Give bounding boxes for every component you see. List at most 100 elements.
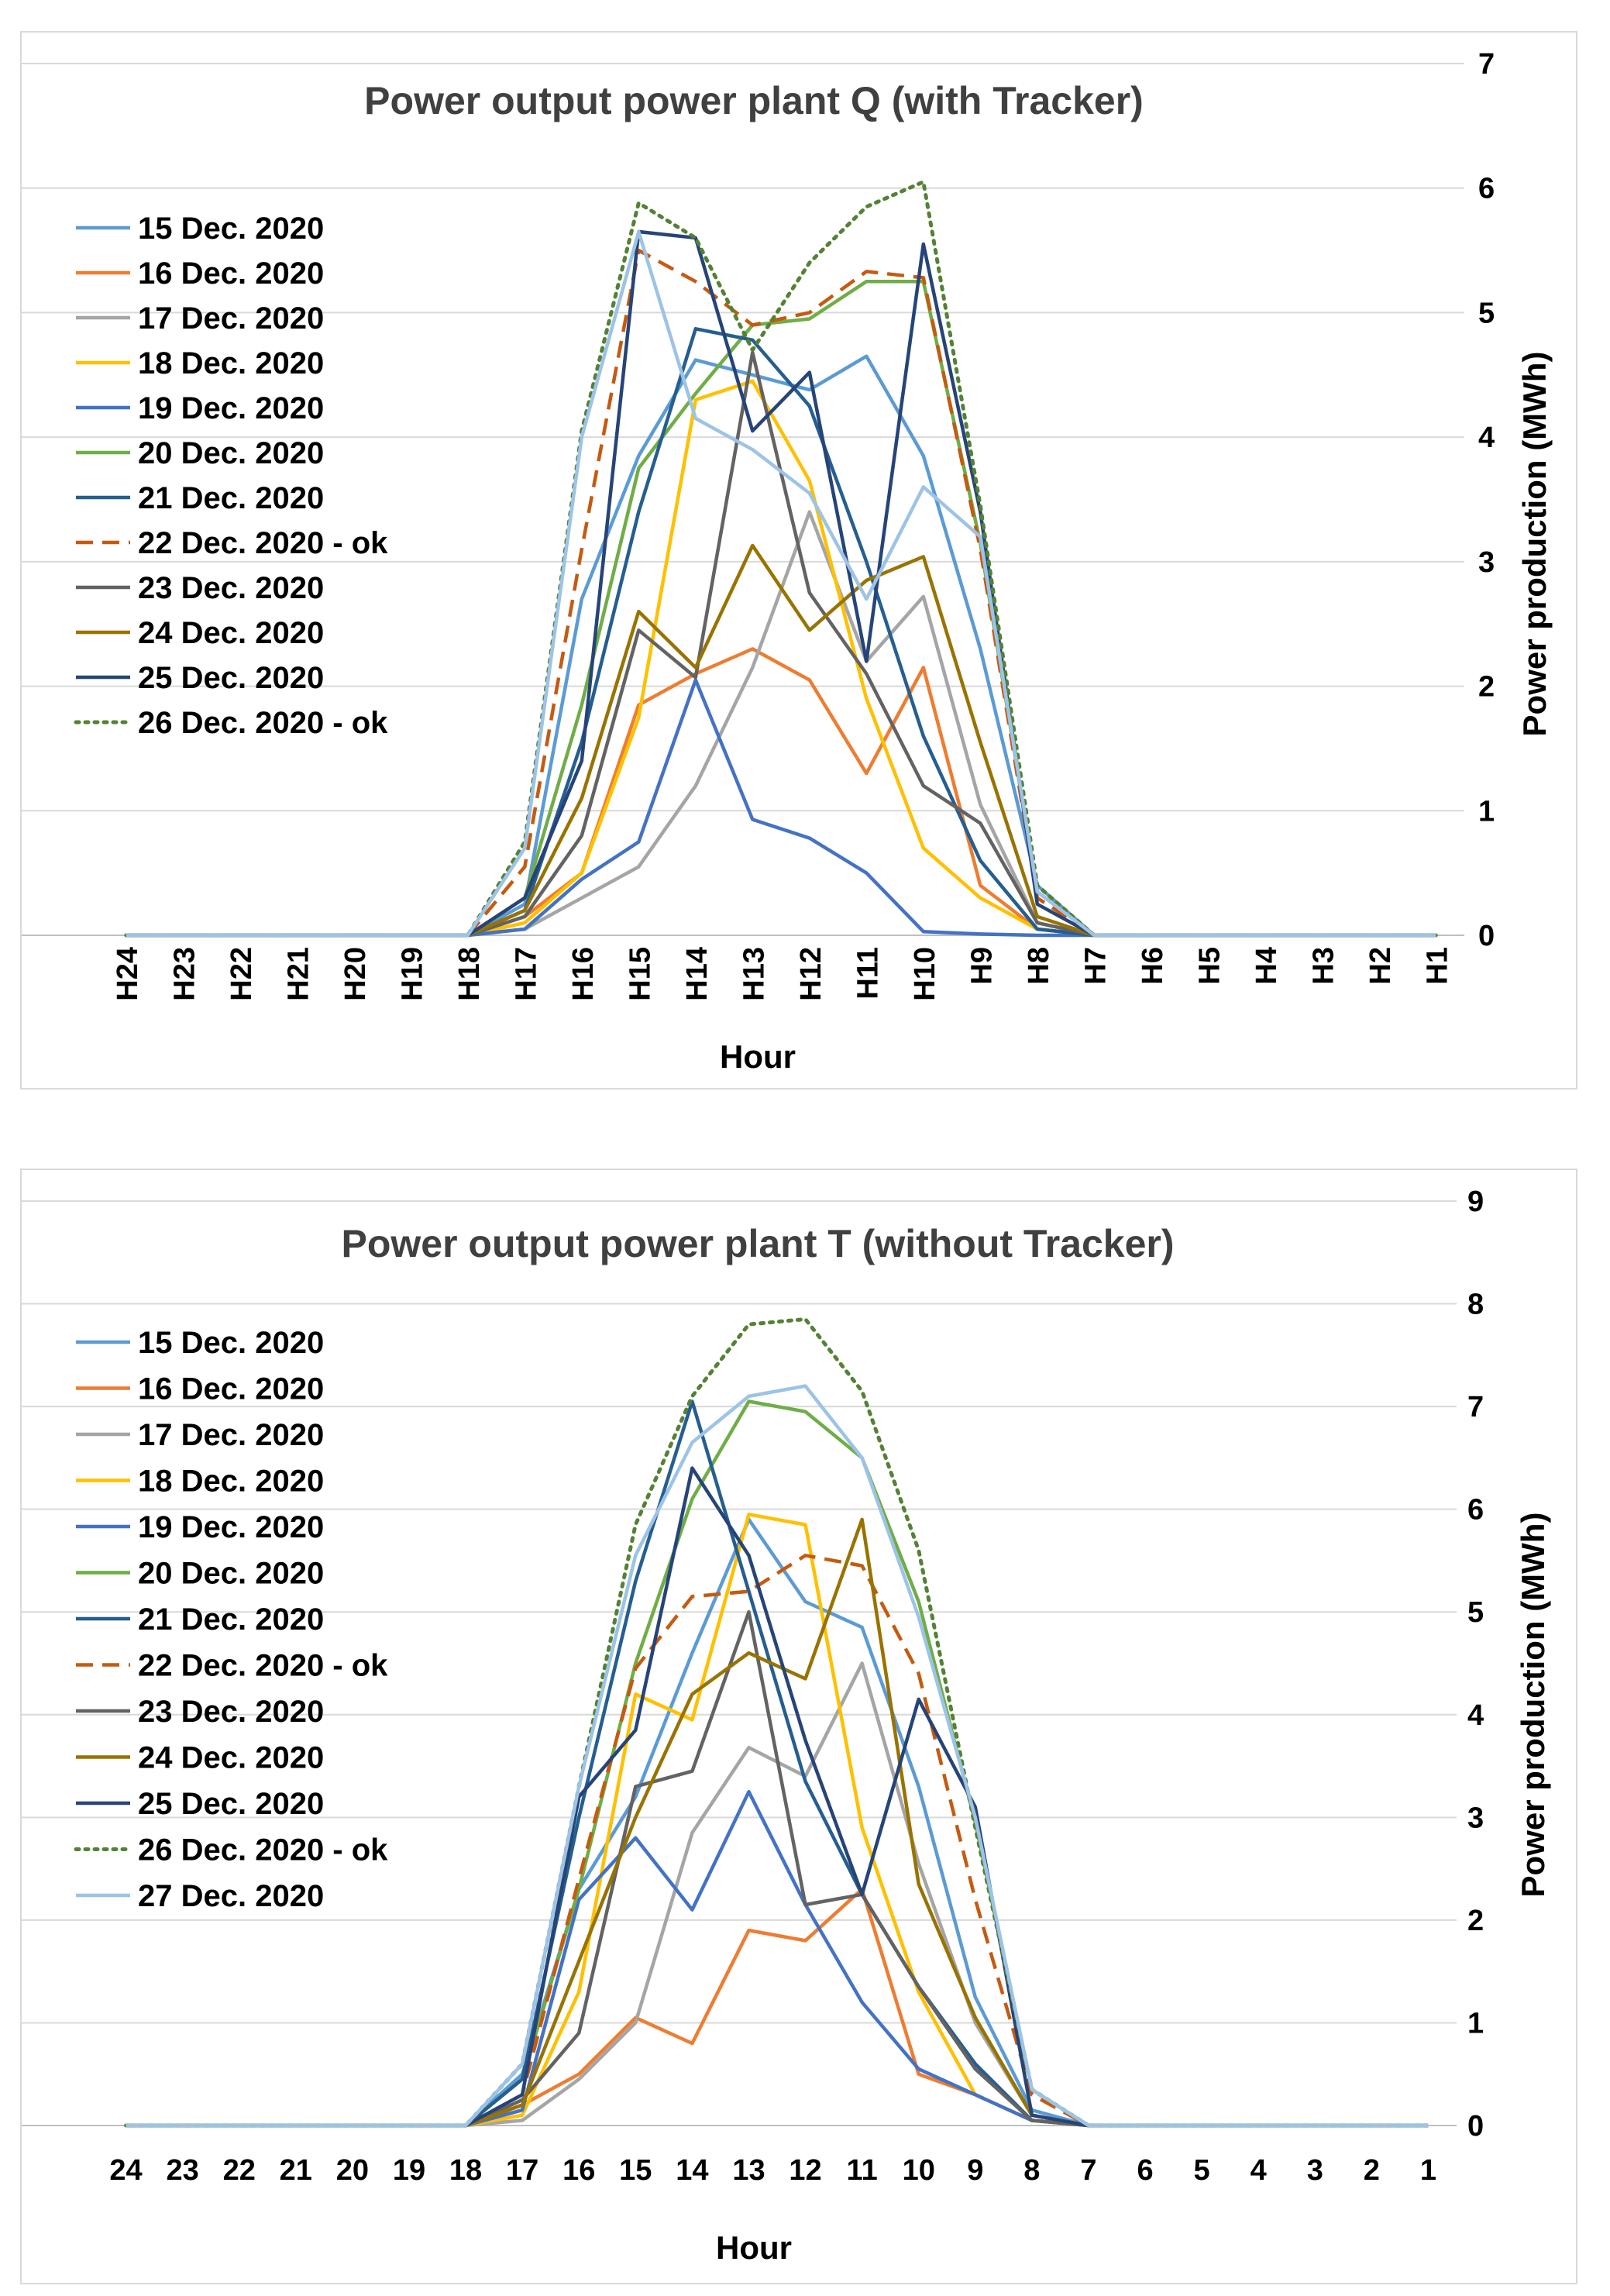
x-tick-label: 22 — [223, 2154, 256, 2187]
legend-label: 23 Dec. 2020 — [138, 571, 324, 605]
x-tick-label: 5 — [1194, 2154, 1210, 2187]
y-tick-label: 5 — [1467, 1596, 1484, 1629]
series-line-27-dec-2020 — [126, 1384, 1429, 2128]
legend: 15 Dec. 2020 16 Dec. 2020 17 Dec. 2020 18 D… — [74, 1326, 388, 1913]
x-tick-label: H14 — [681, 947, 714, 1001]
legend-label: 15 Dec. 2020 — [138, 212, 324, 246]
y-tick-label: 3 — [1467, 1802, 1484, 1834]
x-tick-label: 6 — [1137, 2154, 1153, 2187]
y-tick-label: 1 — [1478, 795, 1495, 828]
x-tick-label: H18 — [453, 947, 486, 1001]
x-tick-label: 8 — [1023, 2154, 1040, 2187]
legend-label: 15 Dec. 2020 — [138, 1326, 324, 1360]
legend-label: 22 Dec. 2020 - ok — [138, 526, 388, 560]
x-tick-label: 1 — [1420, 2154, 1436, 2187]
x-tick-label: 2 — [1364, 2154, 1380, 2187]
x-tick-label: H22 — [225, 947, 258, 1001]
legend-label: 27 Dec. 2020 — [138, 1879, 324, 1913]
x-tick-label: H16 — [567, 947, 600, 1001]
legend-label: 21 Dec. 2020 — [138, 1602, 324, 1637]
y-tick-label: 1 — [1467, 2007, 1484, 2040]
x-tick-label: 23 — [166, 2154, 198, 2187]
legend-label: 18 Dec. 2020 — [138, 1465, 324, 1499]
legend-label: 18 Dec. 2020 — [138, 346, 324, 380]
legend-label: 24 Dec. 2020 — [138, 616, 324, 650]
legend: 15 Dec. 2020 16 Dec. 2020 17 Dec. 2020 18 D… — [74, 212, 388, 740]
x-tick-label: 11 — [847, 2154, 878, 2187]
x-tick-label: H9 — [965, 947, 998, 985]
x-tick-label: H13 — [738, 947, 770, 1001]
legend-label: 16 Dec. 2020 — [138, 1372, 324, 1406]
x-tick-label: 20 — [336, 2154, 369, 2187]
x-tick-label: 19 — [393, 2154, 425, 2187]
x-tick-label: 21 — [280, 2154, 312, 2187]
y-tick-label: 2 — [1478, 671, 1495, 704]
x-tick-label: H10 — [909, 947, 941, 1001]
x-tick-label: 3 — [1307, 2154, 1323, 2187]
chart-title: Power output power plant T (without Trac… — [341, 1222, 1174, 1265]
y-tick-label: 0 — [1478, 920, 1495, 952]
x-tick-label: 17 — [506, 2154, 538, 2187]
series-line-unlabeled-12 — [126, 229, 1436, 938]
chart-panel-q: Power output power plant Q (with Tracker… — [20, 31, 1577, 1089]
x-tick-labels: 24 23 22 21 20 19 18 17 16 15 14 13 12 11 10 9 8 7 6 5 4 3 2 1 — [109, 2154, 1436, 2187]
series-lines — [124, 180, 1438, 938]
x-tick-label: H8 — [1023, 947, 1055, 985]
chart-panel-t: Power output power plant T (without Trac… — [20, 1169, 1577, 2284]
legend-label: 23 Dec. 2020 — [138, 1695, 324, 1729]
x-tick-label: 18 — [449, 2154, 482, 2187]
x-tick-label: 9 — [967, 2154, 983, 2187]
series-line-16-dec-2020 — [126, 1887, 1429, 2128]
legend-label: 20 Dec. 2020 — [138, 436, 324, 470]
y-tick-labels: 0 1 2 3 4 5 6 7 8 9 — [1467, 1186, 1484, 2143]
y-tick-label: 4 — [1478, 422, 1495, 454]
legend-label: 24 Dec. 2020 — [138, 1741, 324, 1775]
legend-label: 21 Dec. 2020 — [138, 481, 324, 515]
legend-label: 17 Dec. 2020 — [138, 301, 324, 336]
x-tick-label: H6 — [1137, 947, 1169, 985]
y-tick-label: 7 — [1478, 48, 1495, 81]
x-tick-labels: H24 H23 H22 H21 H20 H19 H18 H17 H16 H15 H14 H13 H12 H… — [112, 947, 1454, 1001]
x-tick-label: 24 — [109, 2154, 142, 2187]
legend-label: 25 Dec. 2020 — [138, 661, 324, 695]
x-tick-label: H2 — [1364, 947, 1397, 985]
legend-label: 19 Dec. 2020 — [138, 391, 324, 425]
legend-label: 20 Dec. 2020 — [138, 1557, 324, 1591]
x-tick-label: H4 — [1251, 947, 1283, 985]
x-tick-label: H1 — [1421, 947, 1453, 985]
x-tick-label: 14 — [676, 2154, 708, 2187]
x-tick-label: H11 — [851, 947, 884, 1000]
x-tick-label: H24 — [112, 947, 144, 1001]
y-tick-labels: 0 1 2 3 4 5 6 7 — [1478, 48, 1495, 952]
x-tick-label: H3 — [1307, 947, 1340, 985]
chart-q: Power output power plant Q (with Tracker… — [22, 48, 1553, 1075]
chart-t: Power output power plant T (without Trac… — [22, 1186, 1551, 2266]
x-tick-label: 10 — [903, 2154, 935, 2187]
y-tick-label: 6 — [1478, 173, 1495, 205]
y-tick-label: 2 — [1467, 1905, 1484, 1937]
legend-label: 22 Dec. 2020 - ok — [138, 1649, 388, 1683]
y-tick-label: 8 — [1467, 1289, 1484, 1321]
legend-label: 26 Dec. 2020 - ok — [138, 706, 388, 740]
x-tick-label: H7 — [1079, 947, 1112, 985]
x-tick-label: 13 — [732, 2154, 765, 2187]
y-tick-label: 9 — [1467, 1186, 1484, 1218]
x-tick-label: H21 — [282, 947, 315, 1001]
legend-label: 26 Dec. 2020 - ok — [138, 1833, 388, 1867]
x-tick-label: 12 — [789, 2154, 821, 2187]
x-tick-label: H15 — [624, 947, 656, 1001]
y-axis-label: Power production (MWh) — [1515, 1513, 1551, 1898]
legend-label: 17 Dec. 2020 — [138, 1418, 324, 1452]
x-tick-label: 15 — [619, 2154, 652, 2187]
series-lines — [124, 1317, 1430, 2128]
y-tick-label: 4 — [1467, 1699, 1484, 1732]
x-tick-label: 16 — [562, 2154, 595, 2187]
x-tick-label: H12 — [795, 947, 827, 1001]
y-axis-label: Power production (MWh) — [1516, 352, 1553, 737]
x-tick-label: H5 — [1193, 947, 1226, 985]
x-tick-label: 7 — [1080, 2154, 1096, 2187]
y-tick-label: 0 — [1467, 2110, 1484, 2143]
x-tick-label: H19 — [396, 947, 428, 1001]
legend-label: 16 Dec. 2020 — [138, 256, 324, 291]
x-axis-label: Hour — [716, 2229, 792, 2266]
